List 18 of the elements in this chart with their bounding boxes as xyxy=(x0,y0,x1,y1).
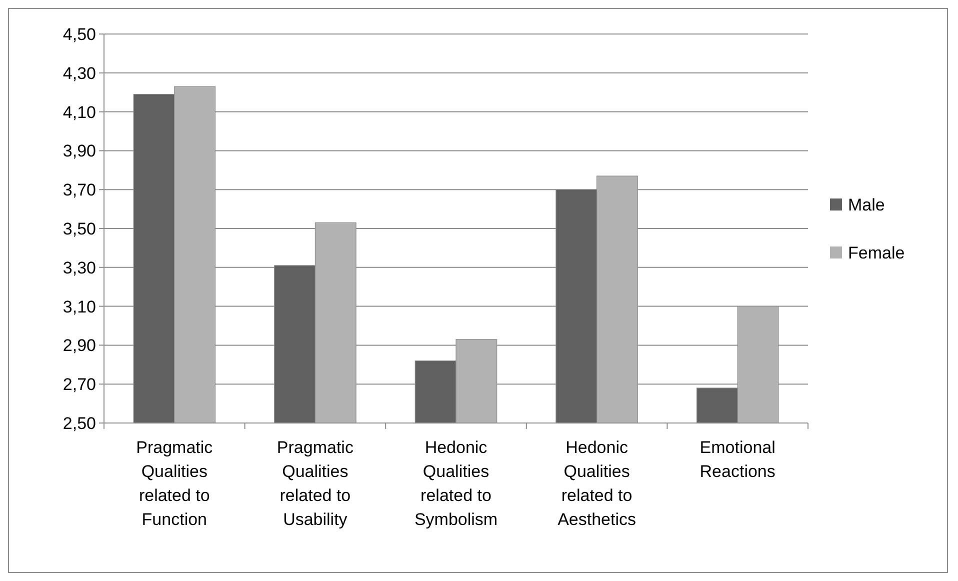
y-tick-label: 4,50 xyxy=(62,24,96,44)
y-tick-label: 2,70 xyxy=(62,375,96,394)
y-tick-label: 3,90 xyxy=(62,142,96,161)
y-tick-label: 4,10 xyxy=(62,102,96,122)
y-tick-label: 3,50 xyxy=(62,219,96,238)
y-tick-label: 3,10 xyxy=(62,297,96,316)
y-tick-label: 2,90 xyxy=(62,336,96,356)
legend-label: Female xyxy=(848,243,905,262)
x-tick-label: Hedonic Qualities related to Symbolism xyxy=(414,438,498,529)
y-tick-label: 3,70 xyxy=(62,180,96,200)
y-tick-label: 2,50 xyxy=(62,414,96,433)
x-tick-label: Hedonic Qualities related to Aesthetics xyxy=(558,438,636,529)
y-tick-label: 4,30 xyxy=(62,64,96,83)
legend-label: Male xyxy=(848,195,885,214)
x-tick-label: Pragmatic Qualities related to Usability xyxy=(276,438,354,529)
x-tick-label: Pragmatic Qualities related to Function xyxy=(136,438,214,529)
y-tick-label: 3,30 xyxy=(62,258,96,278)
x-tick-label: Emotional Reactions xyxy=(700,438,776,481)
